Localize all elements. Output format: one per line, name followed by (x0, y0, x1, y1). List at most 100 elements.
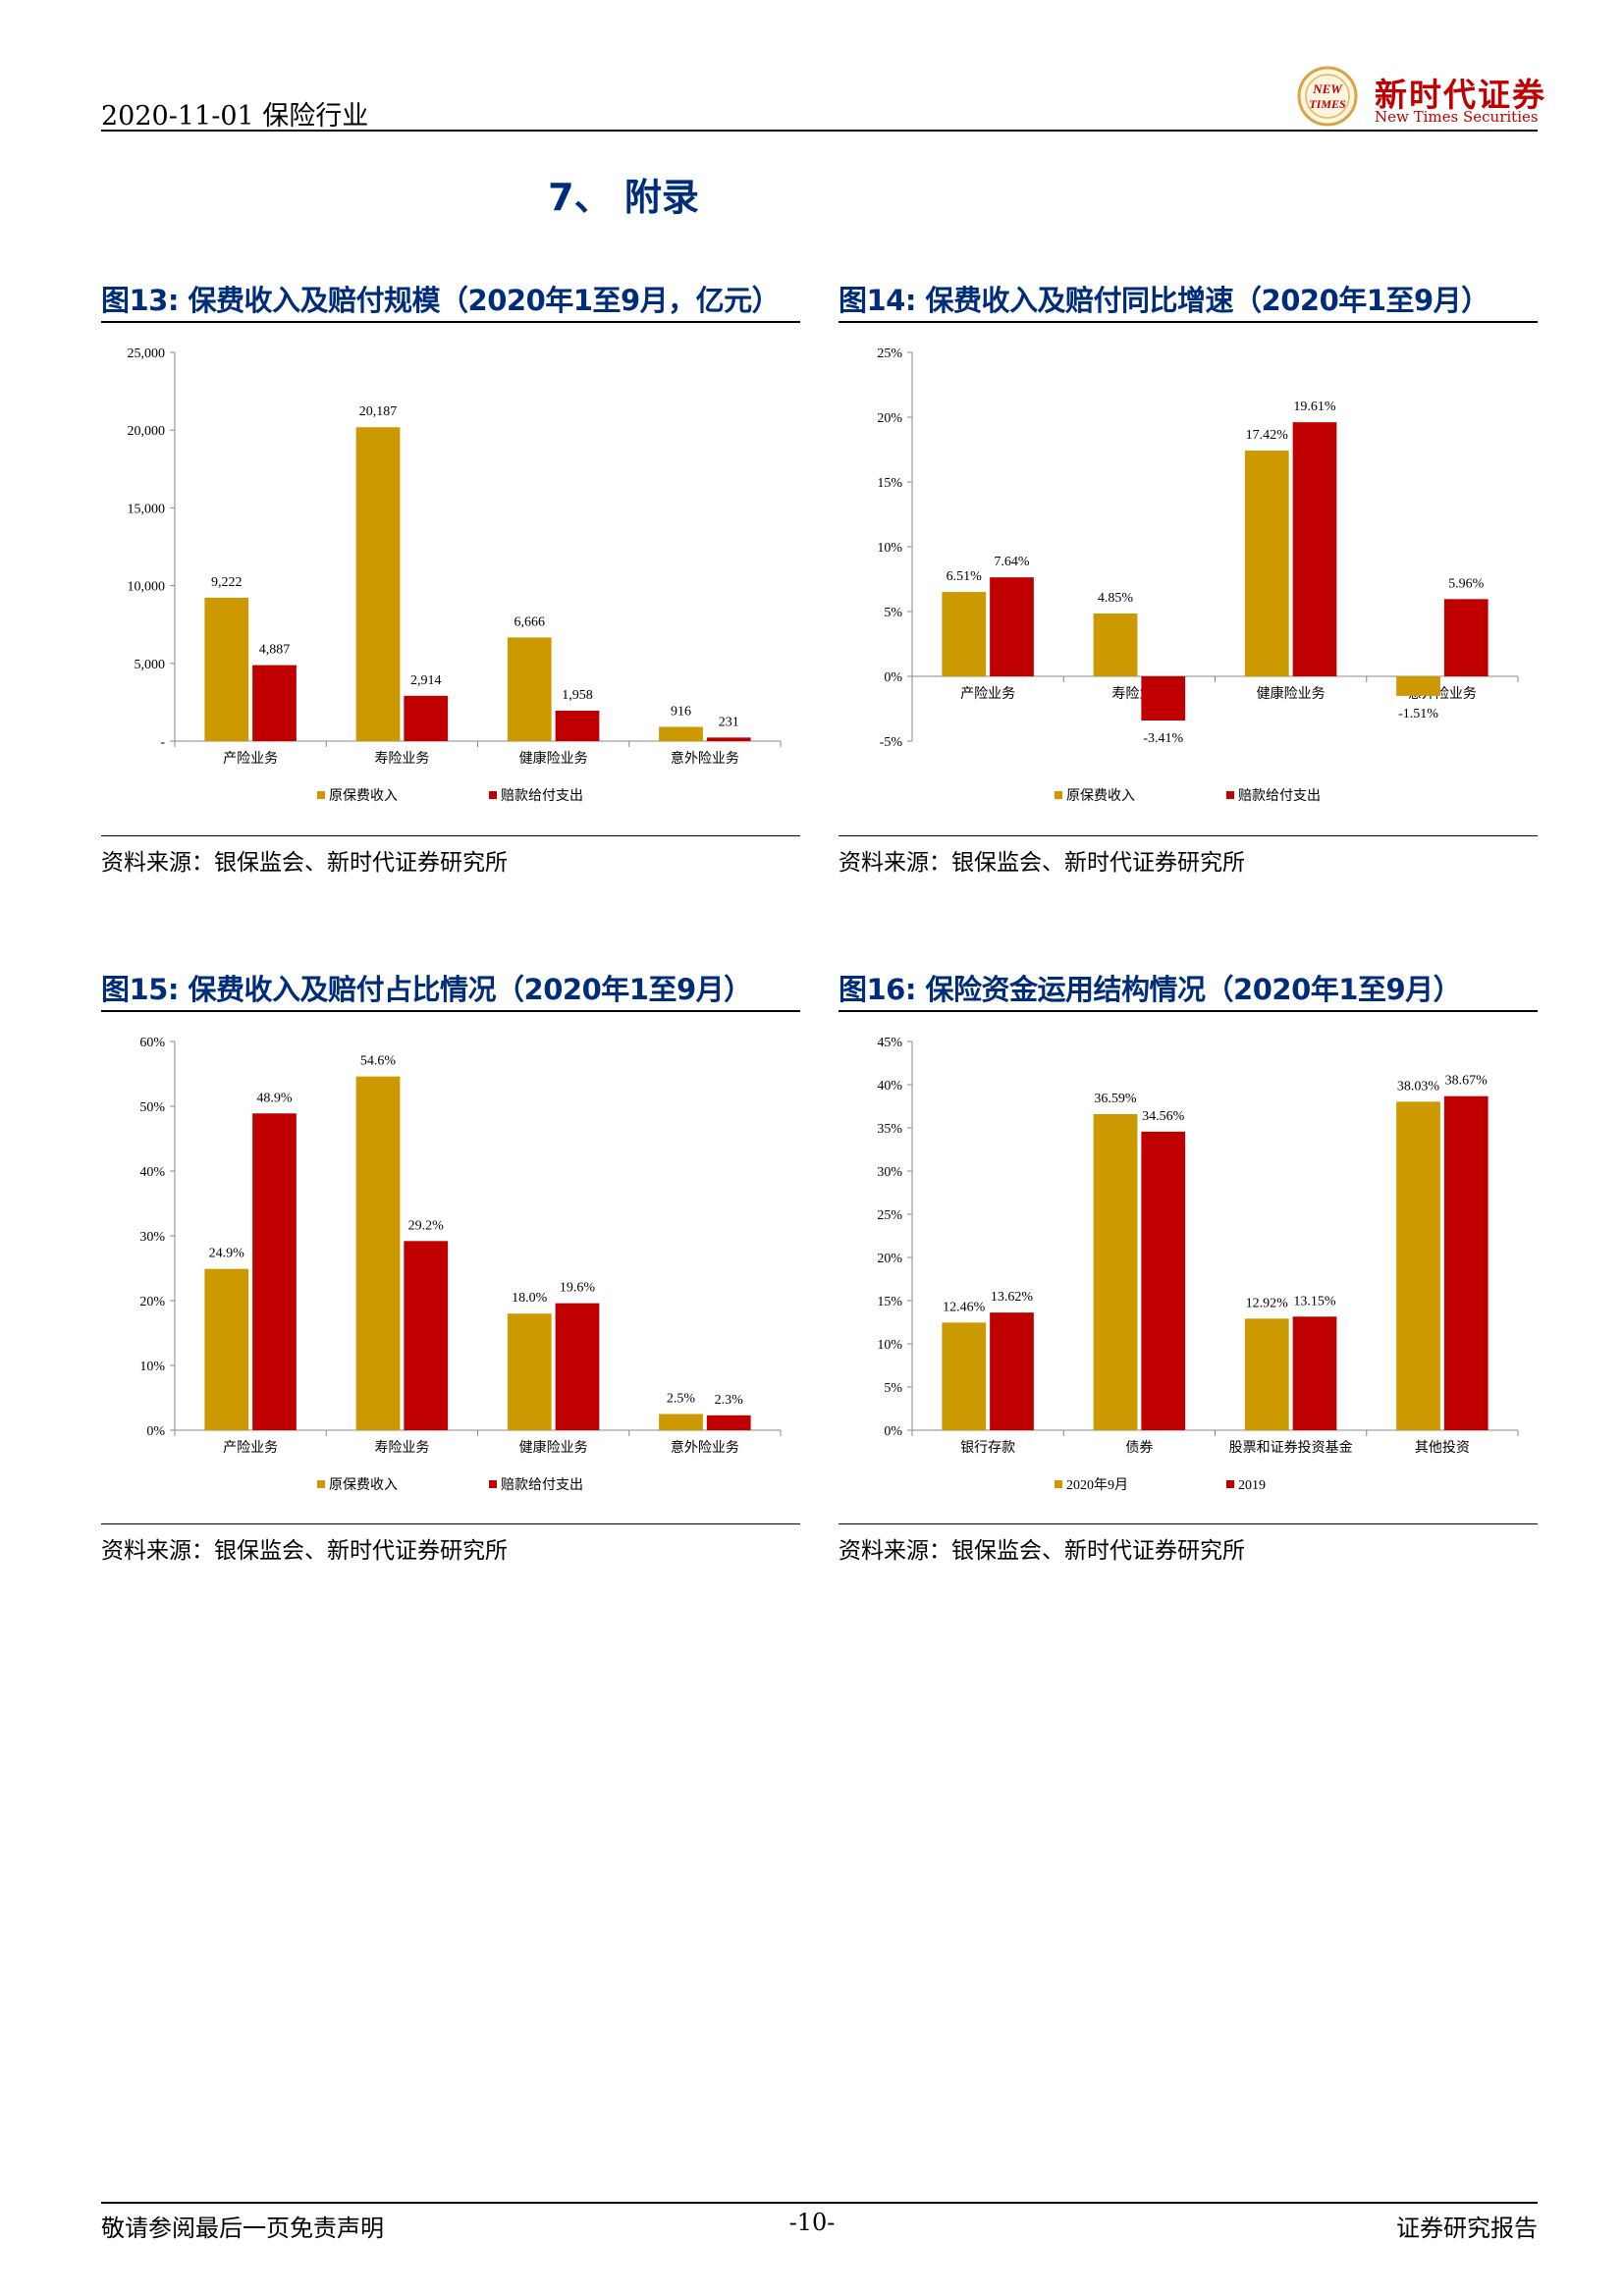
data-label: 1,958 (562, 688, 593, 703)
data-label: 29.2% (408, 1218, 445, 1233)
footer-report-type: 证券研究报告 (1396, 2215, 1538, 2242)
figure-16-bottom-rule (839, 1523, 1538, 1524)
legend-swatch (317, 1480, 325, 1488)
y-tick-label: 15% (877, 476, 902, 491)
bar-series-2 (404, 695, 449, 741)
figure-15-top-rule (101, 1010, 800, 1012)
data-label: 38.03% (1397, 1079, 1440, 1094)
bar-series-1 (204, 597, 249, 741)
figure-14-bottom-rule (839, 835, 1538, 836)
x-category-label: 债券 (1125, 1440, 1153, 1456)
figure-14-title: 图14: 保费收入及赔付同比增速（2020年1至9月） (839, 284, 1489, 317)
data-label: 4,887 (259, 643, 291, 658)
svg-text:TIMES: TIMES (1309, 97, 1346, 111)
bar-series-2 (555, 1303, 600, 1430)
data-label: 2,914 (410, 673, 442, 688)
data-label: 24.9% (209, 1247, 245, 1261)
figure-16-source: 资料来源：银保监会、新时代证券研究所 (839, 1538, 1245, 1564)
legend-swatch (1226, 791, 1234, 799)
bar-series-1 (659, 726, 703, 741)
y-tick-label: 20% (877, 1252, 902, 1266)
x-category-label: 寿险业务 (374, 1439, 429, 1456)
figure-13-bottom-rule (101, 835, 800, 836)
data-label: -3.41% (1143, 731, 1183, 746)
y-tick-label: 0% (884, 670, 902, 685)
figure-16-chart: 0% 5% 10% 15% 20% 25% 30% 35% 40% 45% 银行存款 12.46% 13… (877, 1036, 1519, 1493)
data-label: 36.59% (1094, 1092, 1137, 1106)
data-label: 2.5% (667, 1392, 696, 1407)
data-label: 13.15% (1293, 1294, 1336, 1308)
data-label: 9,222 (211, 575, 243, 590)
y-tick-label: 25% (877, 347, 902, 361)
page-number: -10- (788, 2209, 836, 2236)
figure-15-source: 资料来源：银保监会、新时代证券研究所 (101, 1538, 508, 1564)
logo-en-text: New Times Securities (1375, 108, 1539, 126)
legend-swatch (489, 1480, 497, 1488)
footer-disclaimer: 敬请参阅最后一页免责声明 (101, 2215, 384, 2242)
y-tick-label: 10,000 (128, 580, 166, 595)
data-label: 17.42% (1246, 428, 1289, 443)
x-category-label: 股票和证券投资基金 (1229, 1439, 1353, 1456)
bar-series-2 (1141, 676, 1186, 721)
data-label: 5.96% (1448, 576, 1485, 591)
data-label: 12.46% (943, 1300, 986, 1314)
y-tick-label: 5% (884, 606, 902, 620)
y-tick-label: - (160, 735, 165, 750)
legend-label: 原保费收入 (329, 1477, 398, 1493)
bar-series-2 (404, 1241, 449, 1430)
figure-15-chart: 0% 10% 20% 30% 40% 50% 60% 产险业务 24.9% 48.9% 寿险业务 54… (139, 1036, 782, 1493)
legend-label: 原保费收入 (1066, 788, 1135, 804)
bar-series-2 (252, 1113, 297, 1430)
data-label: 34.56% (1142, 1109, 1185, 1124)
y-tick-label: 40% (139, 1165, 165, 1180)
bar-series-1 (1396, 676, 1440, 696)
legend-swatch (1055, 1480, 1062, 1488)
y-tick-label: 30% (877, 1165, 902, 1180)
bar-series-2 (990, 1312, 1034, 1430)
bar-series-2 (1443, 1095, 1489, 1430)
y-tick-label: 20% (877, 411, 902, 426)
figure-13-title: 图13: 保费收入及赔付规模（2020年1至9月，亿元） (101, 284, 781, 317)
data-label: -1.51% (1398, 707, 1438, 721)
figure-16-title: 图16: 保险资金运用结构情况（2020年1至9月） (839, 973, 1462, 1006)
figure-16-top-rule (839, 1010, 1538, 1012)
data-label: 19.61% (1293, 400, 1336, 414)
data-label: 19.6% (560, 1281, 596, 1296)
bar-series-2 (990, 577, 1034, 676)
y-tick-label: 15,000 (128, 502, 166, 516)
data-label: 20,187 (359, 404, 398, 419)
figure-13-chart: - 5,000 10,000 15,000 20,000 25,000 产险业务 9,222 4… (128, 347, 782, 804)
legend-swatch (489, 791, 497, 799)
y-tick-label: 5% (884, 1381, 902, 1396)
bar-series-1 (1396, 1101, 1440, 1430)
bar-series-1 (1093, 613, 1138, 676)
x-category-label: 健康险业务 (1257, 685, 1326, 702)
y-tick-label: 30% (139, 1230, 165, 1245)
data-label: 6.51% (947, 569, 983, 584)
section-title: 7、 附录 (548, 176, 699, 219)
x-category-label: 产险业务 (223, 751, 278, 767)
y-tick-label: 50% (139, 1100, 165, 1115)
legend-label: 赔款给付支出 (501, 1477, 583, 1493)
y-tick-label: 25,000 (128, 347, 166, 361)
figure-13-top-rule (101, 321, 800, 323)
y-tick-label: 10% (877, 1338, 902, 1353)
data-label: 38.67% (1445, 1074, 1489, 1089)
figure-15-bottom-rule (101, 1523, 800, 1524)
bar-series-1 (942, 1322, 987, 1430)
report-date-industry: 2020-11-01 保险行业 (101, 101, 369, 132)
y-tick-label: 60% (139, 1036, 165, 1050)
y-tick-label: 15% (877, 1295, 902, 1309)
bar-series-1 (355, 1076, 401, 1430)
y-tick-label: 10% (877, 541, 902, 556)
bar-series-2 (706, 1415, 751, 1430)
x-category-label: 银行存款 (960, 1440, 1015, 1456)
bar-series-2 (555, 710, 600, 741)
figure-14-source: 资料来源：银保监会、新时代证券研究所 (839, 850, 1245, 876)
data-label: 2.3% (715, 1393, 744, 1408)
data-label: 231 (719, 715, 739, 729)
legend-swatch (1226, 1480, 1234, 1488)
bar-series-2 (1141, 1131, 1186, 1430)
y-tick-label: -5% (880, 735, 903, 750)
y-tick-label: 45% (877, 1036, 902, 1050)
